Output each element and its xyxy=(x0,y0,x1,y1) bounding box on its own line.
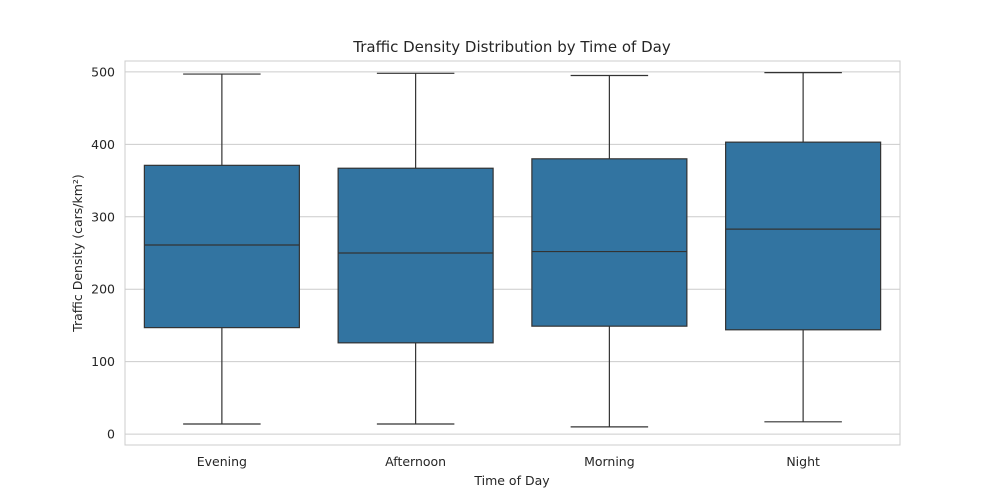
y-tick-label: 500 xyxy=(91,64,115,79)
iqr-box xyxy=(337,167,494,344)
box-afternoon xyxy=(337,72,494,425)
boxes-group xyxy=(143,71,882,428)
plot-frame xyxy=(124,60,901,446)
x-axis-label: Time of Day xyxy=(473,473,550,488)
y-tick-label: 0 xyxy=(107,427,115,442)
y-tick-label: 200 xyxy=(91,282,115,297)
x-tick-label-morning: Morning xyxy=(584,454,635,469)
y-tick-label: 300 xyxy=(91,209,115,224)
box-evening xyxy=(143,73,300,425)
y-axis-label: Traffic Density (cars/km²) xyxy=(70,174,85,333)
x-tick-label-afternoon: Afternoon xyxy=(385,454,446,469)
x-tick-labels: Evening Afternoon Morning Night xyxy=(197,454,820,469)
iqr-box xyxy=(531,158,688,327)
iqr-box xyxy=(143,164,300,329)
box-morning xyxy=(531,74,688,428)
x-tick-label-night: Night xyxy=(786,454,820,469)
y-tick-label: 100 xyxy=(91,354,115,369)
x-tick-label-evening: Evening xyxy=(197,454,247,469)
chart-title: Traffic Density Distribution by Time of … xyxy=(352,38,671,56)
box-night xyxy=(725,71,882,423)
y-tick-labels: 0 100 200 300 400 500 xyxy=(91,64,115,441)
y-tick-label: 400 xyxy=(91,137,115,152)
iqr-box xyxy=(725,141,882,331)
